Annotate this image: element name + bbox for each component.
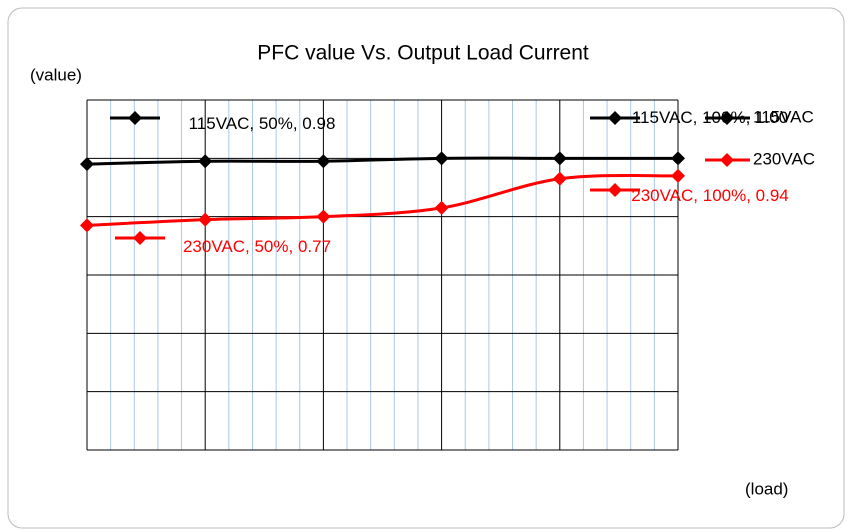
- data-point: [552, 151, 567, 166]
- data-point: [434, 200, 449, 215]
- x-axis-label: (load): [745, 479, 788, 498]
- data-point: [80, 157, 94, 172]
- y-axis-label: (value): [30, 65, 82, 84]
- data-point: [671, 151, 685, 166]
- label-key-marker: [128, 111, 142, 125]
- data-point: [316, 154, 331, 169]
- data-point: [198, 212, 213, 227]
- data-label: 115VAC, 50%, 0.98: [188, 114, 336, 134]
- chart-frame: [7, 7, 845, 529]
- data-point: [434, 151, 449, 166]
- data-label: 230VAC, 100%, 0.94: [631, 185, 789, 205]
- legend-key-marker: [720, 153, 734, 167]
- data-label: 230VAC, 50%, 0.77: [182, 237, 332, 257]
- label-key-marker: [608, 183, 622, 197]
- series-line: [86, 173, 679, 227]
- data-point: [671, 168, 685, 183]
- data-point: [198, 154, 213, 169]
- series-line: [86, 156, 678, 166]
- data-label: 115VAC, 100%, 1.00: [631, 108, 789, 128]
- legend-label: 230VAC: [753, 149, 815, 168]
- data-point: [552, 171, 567, 186]
- label-key-marker: [608, 111, 622, 125]
- legend-key-marker: [720, 111, 734, 125]
- data-point: [80, 218, 94, 233]
- data-point: [316, 209, 331, 224]
- chart-title: PFC value Vs. Output Load Current: [257, 42, 589, 65]
- legend-label: 115VAC: [753, 107, 814, 126]
- label-key-marker: [133, 231, 147, 245]
